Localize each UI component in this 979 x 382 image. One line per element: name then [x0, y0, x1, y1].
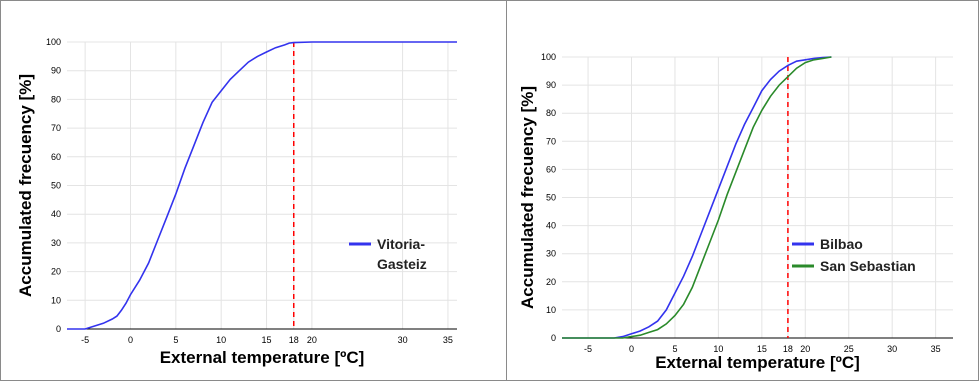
- legend-label-bilbao: Bilbao: [820, 236, 863, 252]
- y-tick-label: 100: [46, 37, 61, 47]
- y-tick-label: 100: [541, 52, 556, 62]
- chart-bilbao-san-sebastian: 0 10 20 30 40 50 60 70 80 90 100 -5 0 5 10 15 18 20 25 30 35…: [518, 52, 953, 372]
- y-tick-label: 80: [51, 94, 61, 104]
- x-tick-label: 10: [216, 335, 226, 345]
- y-tick-label: 20: [546, 277, 556, 287]
- x-tick-label: 18: [783, 344, 793, 354]
- x-axis-title: External temperature [ºC]: [655, 353, 860, 372]
- x-tick-label: 30: [887, 344, 897, 354]
- x-tick-label: 30: [398, 335, 408, 345]
- y-tick-label: 90: [546, 80, 556, 90]
- chart-panel-vitoria: 0 10 20 30 40 50 60 70 80 90 100 -5 0 5 10 15 18 20 30 35 Ex…: [0, 0, 507, 381]
- chart-vitoria: 0 10 20 30 40 50 60 70 80 90 100 -5 0 5 10 15 18 20 30 35 Ex…: [16, 37, 457, 367]
- x-tick-label: 18: [289, 335, 299, 345]
- y-tick-label: 0: [551, 333, 556, 343]
- y-tick-label: 0: [56, 324, 61, 334]
- x-tick-label: 20: [800, 344, 810, 354]
- y-tick-label: 50: [546, 193, 556, 203]
- y-tick-label: 60: [51, 152, 61, 162]
- x-tick-label: -5: [81, 335, 89, 345]
- series-line-vitoria-gasteiz: [67, 41, 457, 330]
- x-axis-title: External temperature [ºC]: [160, 348, 365, 367]
- y-tick-label: 70: [546, 136, 556, 146]
- y-tick-label: 40: [546, 221, 556, 231]
- y-tick-label: 10: [546, 305, 556, 315]
- y-tick-label: 30: [546, 249, 556, 259]
- x-tick-label: 10: [713, 344, 723, 354]
- x-tick-label: -5: [584, 344, 592, 354]
- y-tick-label: 90: [51, 66, 61, 76]
- y-tick-label: 60: [546, 164, 556, 174]
- x-tick-label: 5: [173, 335, 178, 345]
- x-tick-label: 5: [672, 344, 677, 354]
- y-axis-title: Accumulated frecuency [%]: [518, 86, 537, 309]
- y-axis-title: Accumulated frecuency [%]: [16, 74, 35, 297]
- y-tick-label: 40: [51, 209, 61, 219]
- x-tick-label: 35: [443, 335, 453, 345]
- y-tick-label: 50: [51, 181, 61, 191]
- series-line-san-sebastian: [562, 56, 832, 339]
- y-tick-label: 20: [51, 267, 61, 277]
- x-tick-label: 15: [262, 335, 272, 345]
- x-tick-label: 25: [844, 344, 854, 354]
- y-tick-label: 70: [51, 123, 61, 133]
- series-line-bilbao: [562, 56, 832, 339]
- x-tick-label: 0: [128, 335, 133, 345]
- y-tick-label: 30: [51, 238, 61, 248]
- x-tick-label: 35: [931, 344, 941, 354]
- y-tick-label: 10: [51, 295, 61, 305]
- legend-label-vitoria-gasteiz: Vitoria-Gasteiz: [377, 236, 427, 272]
- chart-panel-bilbao-san-sebastian: 0 10 20 30 40 50 60 70 80 90 100 -5 0 5 10 15 18 20 25 30 35…: [506, 0, 979, 381]
- x-tick-label: 15: [757, 344, 767, 354]
- y-tick-label: 80: [546, 108, 556, 118]
- legend-label-san-sebastian: San Sebastian: [820, 258, 916, 274]
- x-tick-label: 0: [629, 344, 634, 354]
- x-tick-label: 20: [307, 335, 317, 345]
